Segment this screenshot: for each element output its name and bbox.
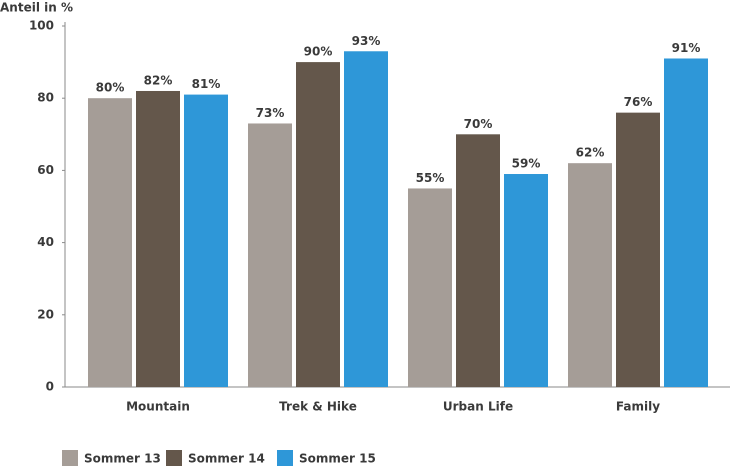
- value-label: 73%: [256, 106, 285, 120]
- value-label: 55%: [416, 171, 445, 185]
- bar: [136, 90, 180, 387]
- y-tick-label: 80: [37, 91, 54, 105]
- y-tick-label: 40: [37, 235, 54, 249]
- value-label: 80%: [96, 81, 125, 95]
- legend-label: Sommer 13: [84, 452, 161, 466]
- value-label: 81%: [192, 77, 221, 91]
- value-label: 82%: [144, 73, 173, 87]
- bar: [504, 174, 548, 387]
- value-label: 70%: [464, 117, 493, 131]
- x-tick-label: Urban Life: [443, 400, 513, 414]
- value-label: 91%: [672, 41, 701, 55]
- bar: [568, 163, 612, 387]
- legend-swatch: [277, 450, 293, 466]
- y-tick-label: 20: [37, 307, 54, 321]
- value-label: 90%: [304, 45, 333, 59]
- bar: [184, 94, 228, 387]
- x-tick-label: Family: [616, 400, 660, 414]
- y-axis-title: Anteil in %: [0, 1, 73, 15]
- bar: [344, 51, 388, 388]
- bar: [296, 62, 340, 387]
- bar: [616, 112, 660, 387]
- legend-swatch: [62, 450, 78, 466]
- bar: [664, 58, 708, 388]
- value-label: 59%: [512, 157, 541, 171]
- value-label: 93%: [352, 34, 381, 48]
- y-tick-label: 60: [37, 163, 54, 177]
- legend-swatch: [166, 450, 182, 466]
- y-tick-label: 0: [46, 380, 54, 394]
- bar: [248, 123, 292, 387]
- legend-label: Sommer 15: [299, 452, 376, 466]
- y-tick-label: 100: [29, 19, 54, 33]
- bar: [408, 188, 452, 387]
- bar: [88, 98, 132, 387]
- value-label: 76%: [624, 95, 653, 109]
- x-tick-label: Trek & Hike: [279, 400, 357, 414]
- x-tick-label: Mountain: [126, 400, 190, 414]
- value-label: 62%: [576, 146, 605, 160]
- bar: [456, 134, 500, 387]
- legend-label: Sommer 14: [188, 452, 265, 466]
